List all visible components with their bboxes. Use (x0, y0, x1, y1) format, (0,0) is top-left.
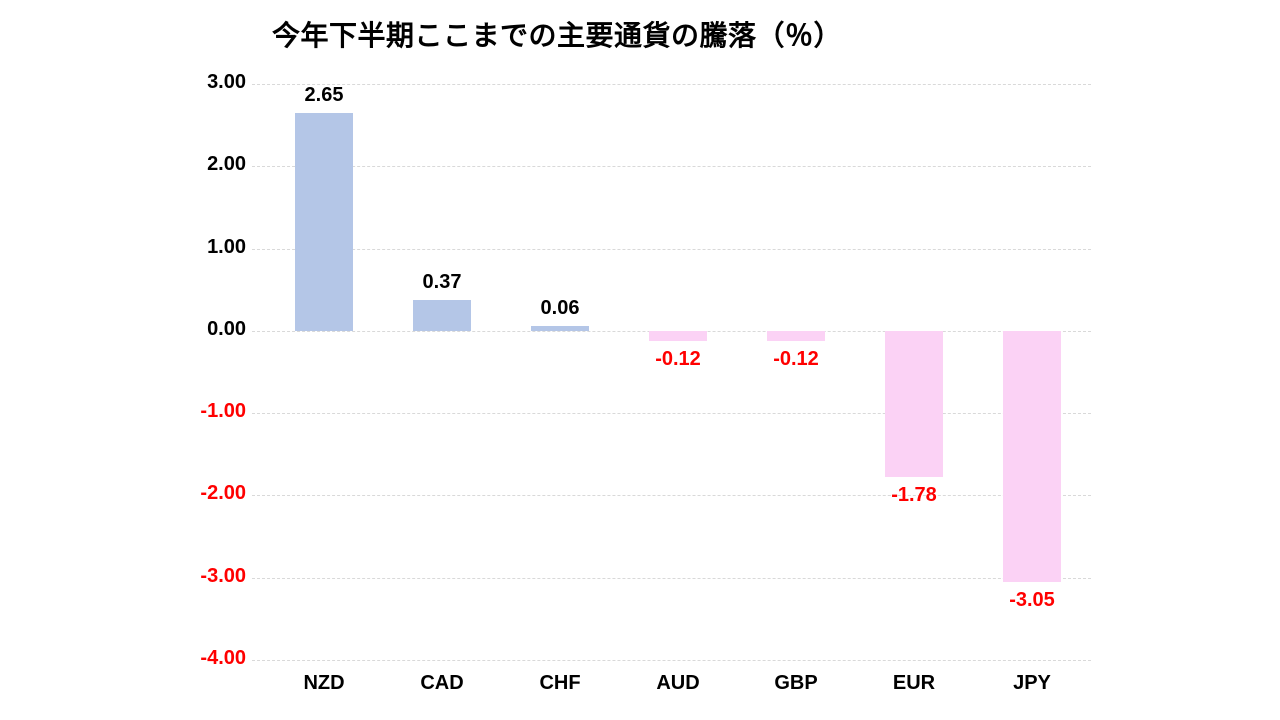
y-axis-tick-label: -4.00 (200, 647, 246, 669)
bar-value-label-aud: -0.12 (655, 347, 701, 370)
bar-value-label-nzd: 2.65 (304, 83, 344, 106)
x-axis-label-chf: CHF (539, 672, 581, 694)
x-axis-label-cad: CAD (420, 672, 464, 694)
gridline (252, 660, 1091, 661)
chart-title: 今年下半期ここまでの主要通貨の騰落（％） (272, 20, 843, 51)
y-axis-tick-label: 1.00 (207, 235, 246, 258)
gridline (252, 413, 1091, 415)
y-axis-tick-label: 2.00 (207, 153, 246, 176)
bar-value-label-chf: 0.06 (540, 296, 580, 319)
plot-area: 2.65 NZD 0.37 CAD 0.06 CHF -0.12 AUD -0.12 GBP -1.… (252, 83, 1091, 694)
bar-nzd (295, 112, 353, 331)
gridline (252, 577, 1091, 579)
bar-value-label-jpy: -3.05 (1009, 588, 1055, 611)
x-axis-label-jpy: JPY (1013, 672, 1051, 694)
y-axis-tick-label: -1.00 (200, 400, 246, 423)
x-axis-label-gbp: GBP (774, 672, 818, 694)
y-axis-tick-label: 0.00 (207, 317, 246, 340)
gridline (252, 495, 1091, 497)
y-axis-tick-label: -2.00 (200, 482, 246, 505)
bar-value-label-gbp: -0.12 (773, 347, 819, 370)
y-axis-tick-label: -3.00 (200, 564, 246, 587)
y-axis-tick-label: 3.00 (207, 71, 246, 93)
x-axis-label-aud: AUD (656, 672, 700, 694)
bar-value-label-eur: -1.78 (891, 484, 937, 507)
x-axis-label-eur: EUR (892, 672, 936, 694)
gridline (252, 166, 1091, 168)
bar-gbp (767, 330, 825, 341)
x-axis-label-nzd: NZD (303, 672, 345, 694)
bar-cad (413, 300, 471, 331)
bar-jpy (1003, 330, 1061, 582)
bar-eur (885, 330, 943, 478)
bar-aud (649, 330, 707, 341)
bar-value-label-cad: 0.37 (422, 271, 462, 294)
gridline (252, 248, 1091, 250)
gridline (252, 84, 1091, 85)
bar-chf (531, 325, 589, 331)
